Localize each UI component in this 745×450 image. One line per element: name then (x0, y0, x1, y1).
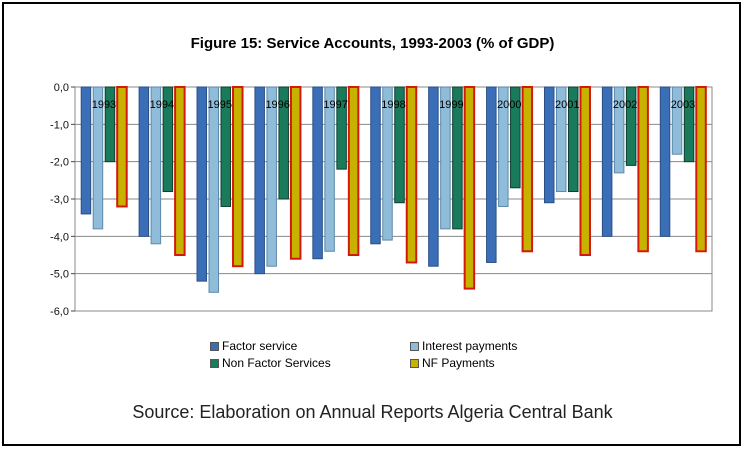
bar-interest-payments (671, 86, 683, 155)
bar-non-factor-services (510, 86, 521, 189)
x-category-label: 1993 (92, 99, 116, 111)
y-tick-label: -1,0 (50, 119, 69, 131)
bar-factor-service (428, 86, 439, 267)
bar-non-factor-services (336, 86, 347, 170)
bar-non-factor-services (683, 86, 695, 163)
y-tick-label: -3,0 (50, 194, 69, 206)
bar-interest-payments (498, 86, 509, 207)
legend-item-nf-payments: NF Payments (410, 356, 495, 370)
bar-factor-service (312, 86, 323, 260)
y-tick-label: 0,0 (54, 82, 69, 94)
legend-item-factor-service: Factor service (210, 339, 297, 353)
bar-non-factor-services (452, 86, 463, 230)
x-category-label: 2001 (555, 99, 579, 111)
source-note: Source: Elaboration on Annual Reports Al… (132, 402, 613, 422)
bar-non-factor-services (220, 86, 232, 207)
bar-interest-payments (266, 86, 277, 267)
x-category-label: 1996 (265, 99, 289, 111)
bar-factor-service (196, 86, 208, 282)
bar-non-factor-services (278, 86, 289, 200)
bar-interest-payments (324, 86, 335, 252)
bar-interest-payments (208, 86, 220, 293)
x-category-label: 2002 (613, 99, 637, 111)
legend-label-non-factor-services: Non Factor Services (222, 356, 331, 370)
bar-nf-payments (695, 86, 707, 253)
x-category-label: 1997 (323, 99, 347, 111)
bar-factor-service (370, 86, 381, 245)
bar-nf-payments (232, 86, 244, 268)
x-category-label: 2003 (671, 99, 695, 111)
bar-interest-payments (150, 86, 162, 245)
bar-non-factor-services (162, 86, 174, 193)
legend-label-factor-service: Factor service (222, 339, 298, 353)
bar-interest-payments (555, 86, 567, 193)
bar-nf-payments (463, 86, 476, 290)
y-tick-label: -6,0 (50, 306, 69, 318)
bar-nf-payments (174, 86, 186, 256)
x-category-label: 1995 (208, 99, 232, 111)
bar-non-factor-services (394, 86, 405, 204)
x-category-label: 1998 (381, 99, 405, 111)
x-category-label: 2000 (497, 99, 521, 111)
bar-interest-payments (440, 86, 451, 230)
legend-swatch-nf-payments (410, 358, 419, 368)
bar-nf-payments (116, 86, 128, 208)
chart-legend: Factor service Interest payments Non Fac… (210, 339, 590, 373)
bar-factor-service (543, 86, 555, 204)
bar-factor-service (601, 86, 613, 237)
bar-non-factor-services (625, 86, 637, 166)
legend-item-interest-payments: Interest payments (410, 339, 517, 353)
bar-interest-payments (613, 86, 625, 174)
legend-label-nf-payments: NF Payments (422, 356, 495, 370)
bar-non-factor-services (567, 86, 579, 193)
x-category-label: 1999 (439, 99, 463, 111)
bar-nf-payments (637, 86, 649, 253)
bar-factor-service (659, 86, 671, 237)
legend-swatch-non-factor-services (210, 358, 219, 368)
chart-title: Figure 15: Service Accounts, 1993-2003 (… (190, 35, 555, 52)
x-category-label: 1994 (150, 99, 174, 111)
bar-factor-service (80, 86, 92, 215)
bar-nf-payments (521, 86, 534, 253)
bar-nf-payments (347, 86, 360, 256)
legend-swatch-interest-payments (410, 341, 419, 351)
bar-nf-payments (289, 86, 302, 260)
bar-interest-payments (382, 86, 393, 241)
bar-nf-payments (579, 86, 591, 256)
legend-label-interest-payments: Interest payments (422, 339, 518, 353)
bar-factor-service (138, 86, 150, 237)
y-tick-label: -2,0 (50, 157, 69, 169)
bar-non-factor-services (104, 86, 116, 163)
legend-swatch-factor-service (210, 341, 219, 351)
bar-nf-payments (405, 86, 418, 264)
bar-interest-payments (92, 86, 104, 230)
legend-item-non-factor-services: Non Factor Services (210, 356, 331, 370)
bar-factor-service (486, 86, 497, 263)
y-tick-label: -5,0 (50, 269, 69, 281)
bar-factor-service (254, 86, 265, 275)
y-tick-label: -4,0 (50, 231, 69, 243)
